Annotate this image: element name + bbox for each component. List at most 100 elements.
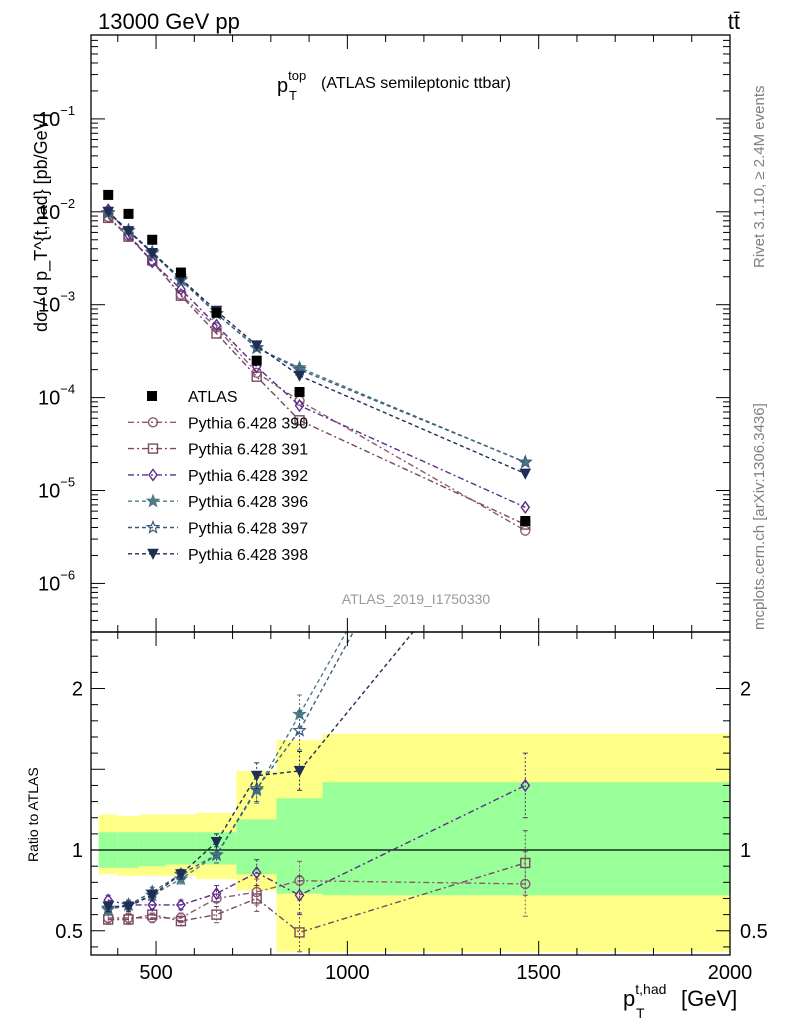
y-tick-label: 10−4 [38, 382, 75, 410]
legend: ATLAS Pythia 6.428 390 Pythia 6.428 391 Pyt… [128, 389, 308, 564]
x-tick-label: 1000 [325, 962, 370, 984]
main-frame [90, 34, 731, 633]
main-series [100, 189, 533, 536]
y-tick-exp: −3 [60, 289, 75, 304]
plot-title: ptop [277, 68, 306, 97]
ratio-point-s392 [520, 778, 531, 793]
legend-label-s391: Pythia 6.428 391 [188, 442, 308, 459]
ratio-point-s398 [122, 901, 135, 913]
x-tick-label: 500 [139, 962, 172, 984]
ratio-y-tick-label: 1 [72, 840, 83, 862]
data-point [103, 189, 114, 200]
legend-label-atlas: ATLAS [188, 389, 238, 406]
ratio-point-s396 [292, 706, 307, 721]
series-line-s392 [107, 209, 526, 508]
legend-marker-atlas [147, 391, 157, 401]
ratio-frame [90, 631, 731, 956]
plot-title-sub: T [289, 88, 297, 103]
y-tick-exp: −1 [60, 103, 75, 118]
ratio-point-s391 [251, 893, 262, 904]
ratio-point-s391 [123, 914, 134, 925]
rivet-label: Rivet 3.1.10, ≥ 2.4M events [751, 86, 768, 269]
ratio-point-s392 [294, 888, 305, 902]
data-point [147, 234, 158, 245]
ratio-y-tick-label-right: 1 [740, 840, 751, 862]
y-tick-label: 10−6 [38, 567, 75, 595]
ratio-y-tick-label: 2 [72, 679, 83, 701]
x-axis-label: pt,had [623, 981, 666, 1011]
data-point [251, 355, 262, 366]
band-green [236, 819, 277, 875]
data-point [175, 267, 186, 278]
x-tick-label: 1500 [516, 962, 561, 984]
data-point [211, 307, 222, 318]
plot-title-rest: (ATLAS semileptonic ttbar) [321, 75, 511, 92]
point-s392 [147, 255, 158, 269]
ratio-point-s391 [294, 927, 305, 938]
point-s392 [176, 282, 186, 296]
legend-label-s398: Pythia 6.428 398 [188, 547, 308, 564]
legend-marker-s391 [147, 443, 159, 454]
ratio-point-s398 [146, 890, 159, 902]
ratio-line-s397 [108, 632, 355, 909]
legend-marker-s397 [145, 519, 161, 534]
ratio-point-s392 [211, 886, 222, 901]
legend-marker-s396 [145, 493, 161, 508]
point-s397 [518, 454, 533, 469]
point-s398 [146, 248, 159, 260]
y-tick-exp: −6 [60, 567, 75, 582]
legend-label-s396: Pythia 6.428 396 [188, 494, 308, 511]
ratio-y-tick-label-right: 2 [740, 679, 751, 701]
y-tick-exp: −5 [60, 475, 75, 490]
point-s398 [250, 340, 263, 352]
ratio-point-s397 [249, 781, 264, 795]
point-s398 [293, 370, 306, 382]
legend-marker-s392 [148, 468, 158, 482]
ratio-point-s392 [251, 865, 262, 880]
series-line-s396 [107, 212, 526, 463]
series-line-s390 [107, 216, 526, 532]
ratio-line-s396 [108, 632, 348, 911]
mcplots-label: mcplots.cern.ch [arXiv:1306.3436] [751, 403, 768, 630]
header-left: 13000 GeV pp [98, 9, 240, 34]
ratio-point-s398 [250, 770, 263, 782]
ratio-point-s397 [209, 847, 224, 862]
ratio-point-s391 [211, 909, 222, 920]
point-s392 [294, 398, 305, 413]
point-s391 [294, 415, 305, 426]
header-right: tt̄ [728, 9, 740, 34]
point-s398 [519, 468, 532, 480]
x-label-sub: T [636, 1005, 645, 1021]
data-point [123, 208, 134, 219]
x-tick-label: 2000 [708, 962, 753, 984]
main-panel: 10−110−210−310−410−510−6 [38, 34, 731, 633]
legend-marker-s390 [147, 417, 159, 428]
legend-label-s390: Pythia 6.428 390 [188, 415, 308, 432]
ratio-point-s398 [293, 765, 306, 777]
ratio-series [100, 632, 531, 953]
plot-title-main: p [277, 75, 288, 97]
point-s390 [520, 525, 531, 536]
point-s391 [211, 328, 222, 339]
ratio-point-s397 [292, 722, 307, 737]
band-green [322, 782, 730, 896]
x-label-sup: t,had [635, 981, 666, 997]
data-point [520, 515, 531, 526]
ratio-y-label: Ratio to ATLAS [25, 767, 41, 862]
legend-label-s397: Pythia 6.428 397 [188, 521, 308, 538]
band-green [276, 798, 323, 894]
ratio-y-tick-label: 0.5 [55, 921, 83, 943]
point-s398 [122, 226, 135, 238]
series-line-s397 [107, 212, 526, 463]
x-label-rest: [GeV] [681, 986, 737, 1011]
data-point [294, 386, 305, 397]
point-s392 [520, 500, 531, 514]
ratio-panel: 0.5 0.5 1 1 2 2 500 1000 1500 2000 [55, 631, 768, 984]
main-y-label: dσ / d p_T^{t,had} [pb/GeV] [31, 113, 52, 332]
ratio-point-s391 [520, 857, 531, 869]
ratio-point-s392 [147, 898, 158, 912]
ratio-point-s391 [175, 915, 187, 927]
point-s391 [175, 290, 187, 301]
ratio-point-s398 [175, 869, 187, 881]
